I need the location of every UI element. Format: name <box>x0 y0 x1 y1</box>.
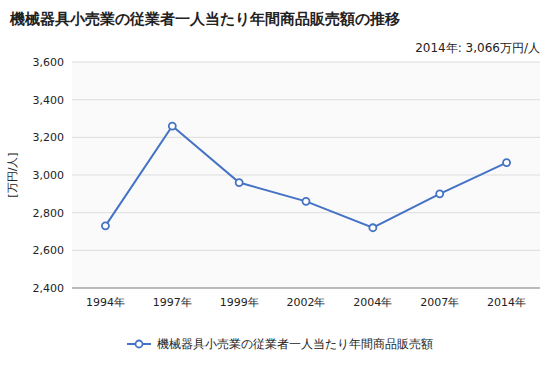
legend-marker <box>136 341 143 348</box>
x-tick-label: 1997年 <box>153 296 192 309</box>
point <box>436 190 443 197</box>
title: 機械器具小売業の従業者一人当たり年間商品販売額の推移 <box>9 10 400 28</box>
point <box>169 123 176 130</box>
y-tick-label: 2,800 <box>33 207 65 220</box>
grid-line <box>72 288 540 289</box>
legend: 機械器具小売業の従業者一人当たり年間商品販売額 <box>127 337 433 351</box>
grid-line <box>72 137 540 138</box>
grid-line <box>72 175 540 176</box>
y-tick-label: 3,400 <box>33 94 65 107</box>
point <box>503 159 510 166</box>
y-axis-label: [万円/人] <box>6 152 19 197</box>
y-tick-label: 2,600 <box>33 244 65 257</box>
y-tick-label: 3,000 <box>33 169 65 182</box>
point <box>236 179 243 186</box>
grid <box>72 62 540 288</box>
grid-line <box>72 250 540 251</box>
annotation: 2014年: 3,066万円/人 <box>415 41 540 55</box>
x-tick-label: 2004年 <box>353 296 392 309</box>
chart: 機械器具小売業の従業者一人当たり年間商品販売額の推移 2014年: 3,066万円… <box>0 0 560 366</box>
grid-line <box>72 62 540 63</box>
point <box>303 198 310 205</box>
y-tick-label: 2,400 <box>33 282 65 295</box>
point <box>369 224 376 231</box>
y-tick-label: 3,200 <box>33 131 65 144</box>
x-axis-line <box>72 288 540 289</box>
x-tick-label: 2002年 <box>287 296 326 309</box>
x-tick-label: 2007年 <box>420 296 459 309</box>
marks <box>102 123 510 232</box>
grid-line <box>72 212 540 213</box>
legend-label: 機械器具小売業の従業者一人当たり年間商品販売額 <box>157 337 433 351</box>
x-tick-label: 1994年 <box>86 296 125 309</box>
point <box>102 222 109 229</box>
x-tick-label: 1999年 <box>220 296 259 309</box>
grid-line <box>72 99 540 100</box>
x-tick-label: 2014年 <box>487 296 526 309</box>
line <box>105 126 506 228</box>
y-tick-label: 3,600 <box>33 56 65 69</box>
plot-area <box>72 62 540 288</box>
